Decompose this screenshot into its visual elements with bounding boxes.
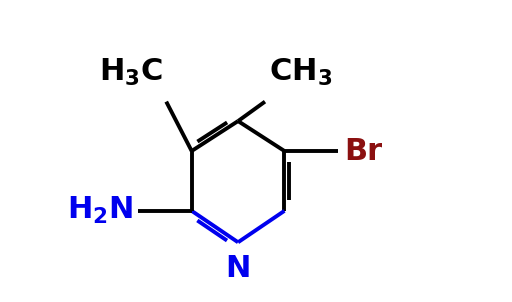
Text: Br: Br [344, 137, 382, 165]
Text: $\mathregular{H_3C}$: $\mathregular{H_3C}$ [99, 57, 163, 88]
Text: $\mathregular{H_2N}$: $\mathregular{H_2N}$ [67, 195, 133, 226]
Text: $\mathregular{CH_3}$: $\mathregular{CH_3}$ [269, 57, 333, 88]
Text: N: N [225, 254, 251, 283]
